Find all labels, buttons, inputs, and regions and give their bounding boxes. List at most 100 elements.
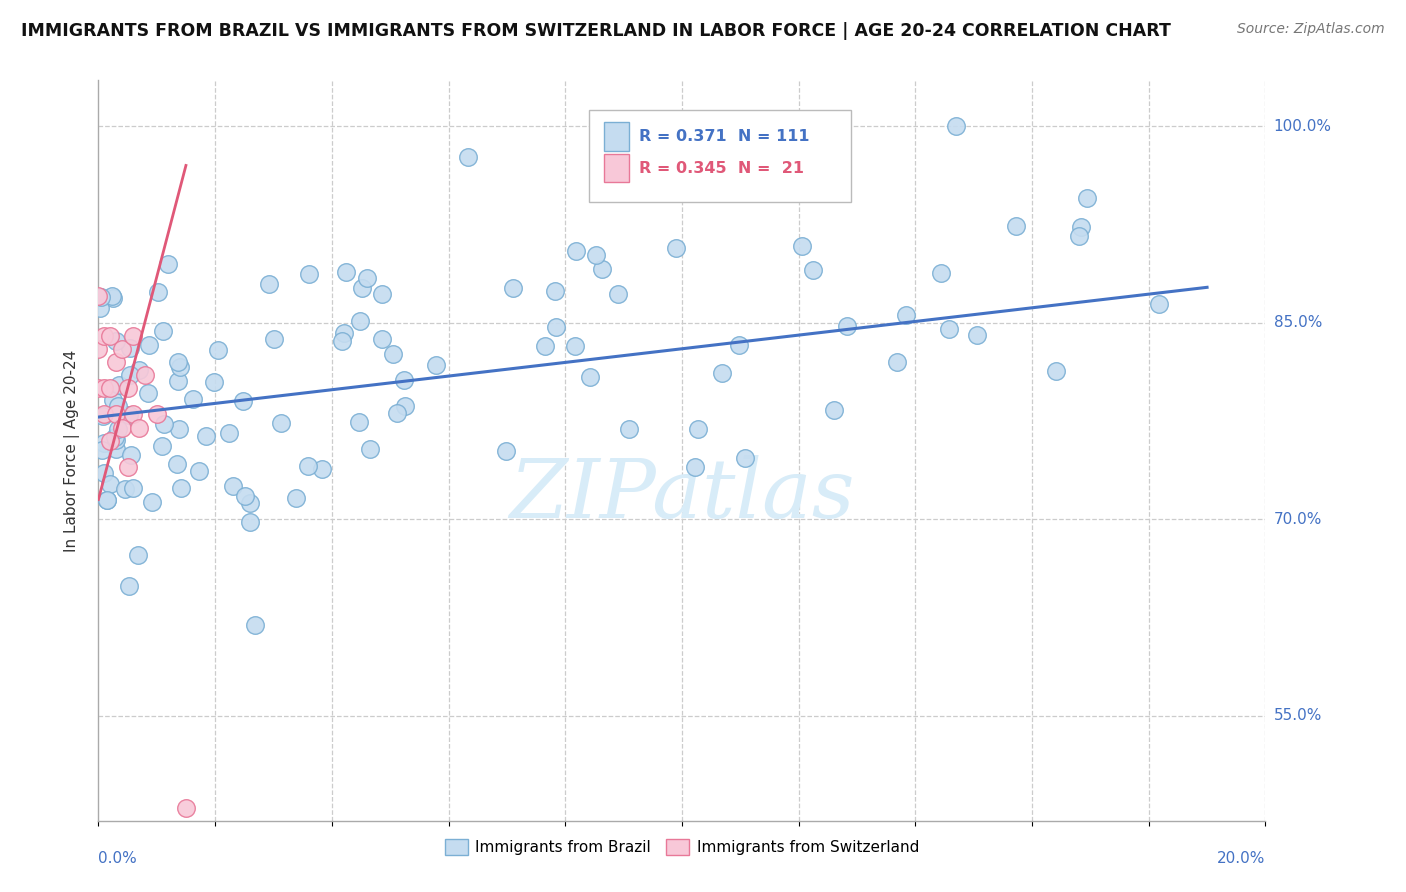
Point (127, 548, 149, 562)
Point (93, 328, 115, 343)
Point (98, 477, 121, 491)
Point (371, 287, 394, 301)
Point (734, 451, 756, 466)
Point (169, 359, 191, 374)
Point (122, 328, 145, 343)
Point (104, 408, 127, 422)
Point (108, 378, 131, 392)
Point (105, 334, 128, 348)
Point (544, 285, 567, 299)
Point (495, 443, 517, 458)
Point (207, 343, 229, 358)
Point (134, 368, 156, 383)
Point (683, 460, 706, 475)
Point (233, 489, 256, 503)
Point (1147, 296, 1170, 310)
Point (359, 442, 381, 457)
Point (1045, 364, 1067, 378)
Point (801, 263, 824, 277)
Bar (603, 154, 630, 183)
Point (1070, 220, 1092, 235)
Point (297, 459, 319, 474)
Point (502, 281, 524, 295)
Point (152, 417, 174, 431)
Point (335, 265, 357, 279)
Point (87, 381, 110, 395)
Point (394, 399, 416, 413)
Point (141, 495, 163, 509)
Point (122, 408, 145, 422)
Point (96, 492, 118, 507)
Text: 20.0%: 20.0% (1218, 851, 1265, 866)
Point (150, 440, 173, 454)
Point (591, 262, 613, 277)
Point (727, 338, 749, 352)
Point (146, 408, 169, 422)
Point (1076, 191, 1098, 205)
Point (257, 277, 280, 292)
Point (222, 479, 245, 493)
Point (104, 355, 127, 369)
Point (1067, 229, 1090, 244)
Point (243, 618, 266, 632)
Point (104, 442, 127, 456)
Text: R = 0.371  N = 111: R = 0.371 N = 111 (638, 129, 810, 144)
Point (96, 492, 118, 507)
Point (347, 416, 370, 430)
Point (152, 324, 174, 338)
Text: 85.0%: 85.0% (1274, 315, 1322, 330)
Point (564, 244, 586, 258)
Text: ZIPatlas: ZIPatlas (509, 455, 855, 535)
Point (87, 342, 110, 356)
Point (120, 448, 142, 462)
Point (120, 368, 142, 382)
Point (333, 326, 356, 340)
Point (174, 800, 197, 814)
Point (711, 366, 734, 380)
Text: IMMIGRANTS FROM BRAZIL VS IMMIGRANTS FROM SWITZERLAND IN LABOR FORCE | AGE 20-24: IMMIGRANTS FROM BRAZIL VS IMMIGRANTS FRO… (21, 22, 1171, 40)
Point (218, 425, 240, 440)
Point (105, 433, 128, 447)
Point (136, 386, 159, 401)
Point (457, 151, 479, 165)
Text: 0.0%: 0.0% (98, 851, 138, 866)
Point (284, 491, 307, 505)
Point (619, 422, 641, 436)
FancyBboxPatch shape (589, 110, 851, 202)
Point (665, 241, 688, 255)
Point (114, 482, 136, 496)
Point (232, 393, 254, 408)
Point (270, 417, 292, 431)
Point (103, 393, 125, 408)
Point (392, 374, 415, 388)
Point (117, 381, 139, 395)
Point (87, 289, 110, 303)
Point (938, 322, 960, 336)
Point (534, 338, 557, 352)
Text: 55.0%: 55.0% (1274, 708, 1322, 723)
Text: R = 0.345  N =  21: R = 0.345 N = 21 (638, 161, 804, 176)
Point (356, 270, 378, 285)
Point (790, 238, 813, 252)
Point (425, 358, 447, 372)
Point (93, 408, 115, 422)
Point (167, 355, 190, 369)
Point (93, 381, 115, 395)
Point (239, 515, 262, 529)
Point (98, 381, 121, 395)
Point (385, 405, 408, 419)
Point (195, 429, 218, 443)
Point (823, 402, 845, 417)
Point (107, 421, 129, 435)
Point (350, 280, 373, 294)
Point (544, 320, 567, 334)
Point (183, 392, 205, 407)
Point (120, 341, 142, 355)
Point (90, 290, 112, 304)
Point (93, 467, 115, 481)
Point (98, 328, 121, 343)
Point (263, 332, 285, 346)
Point (382, 346, 405, 360)
Point (93, 435, 115, 450)
Point (167, 374, 190, 388)
